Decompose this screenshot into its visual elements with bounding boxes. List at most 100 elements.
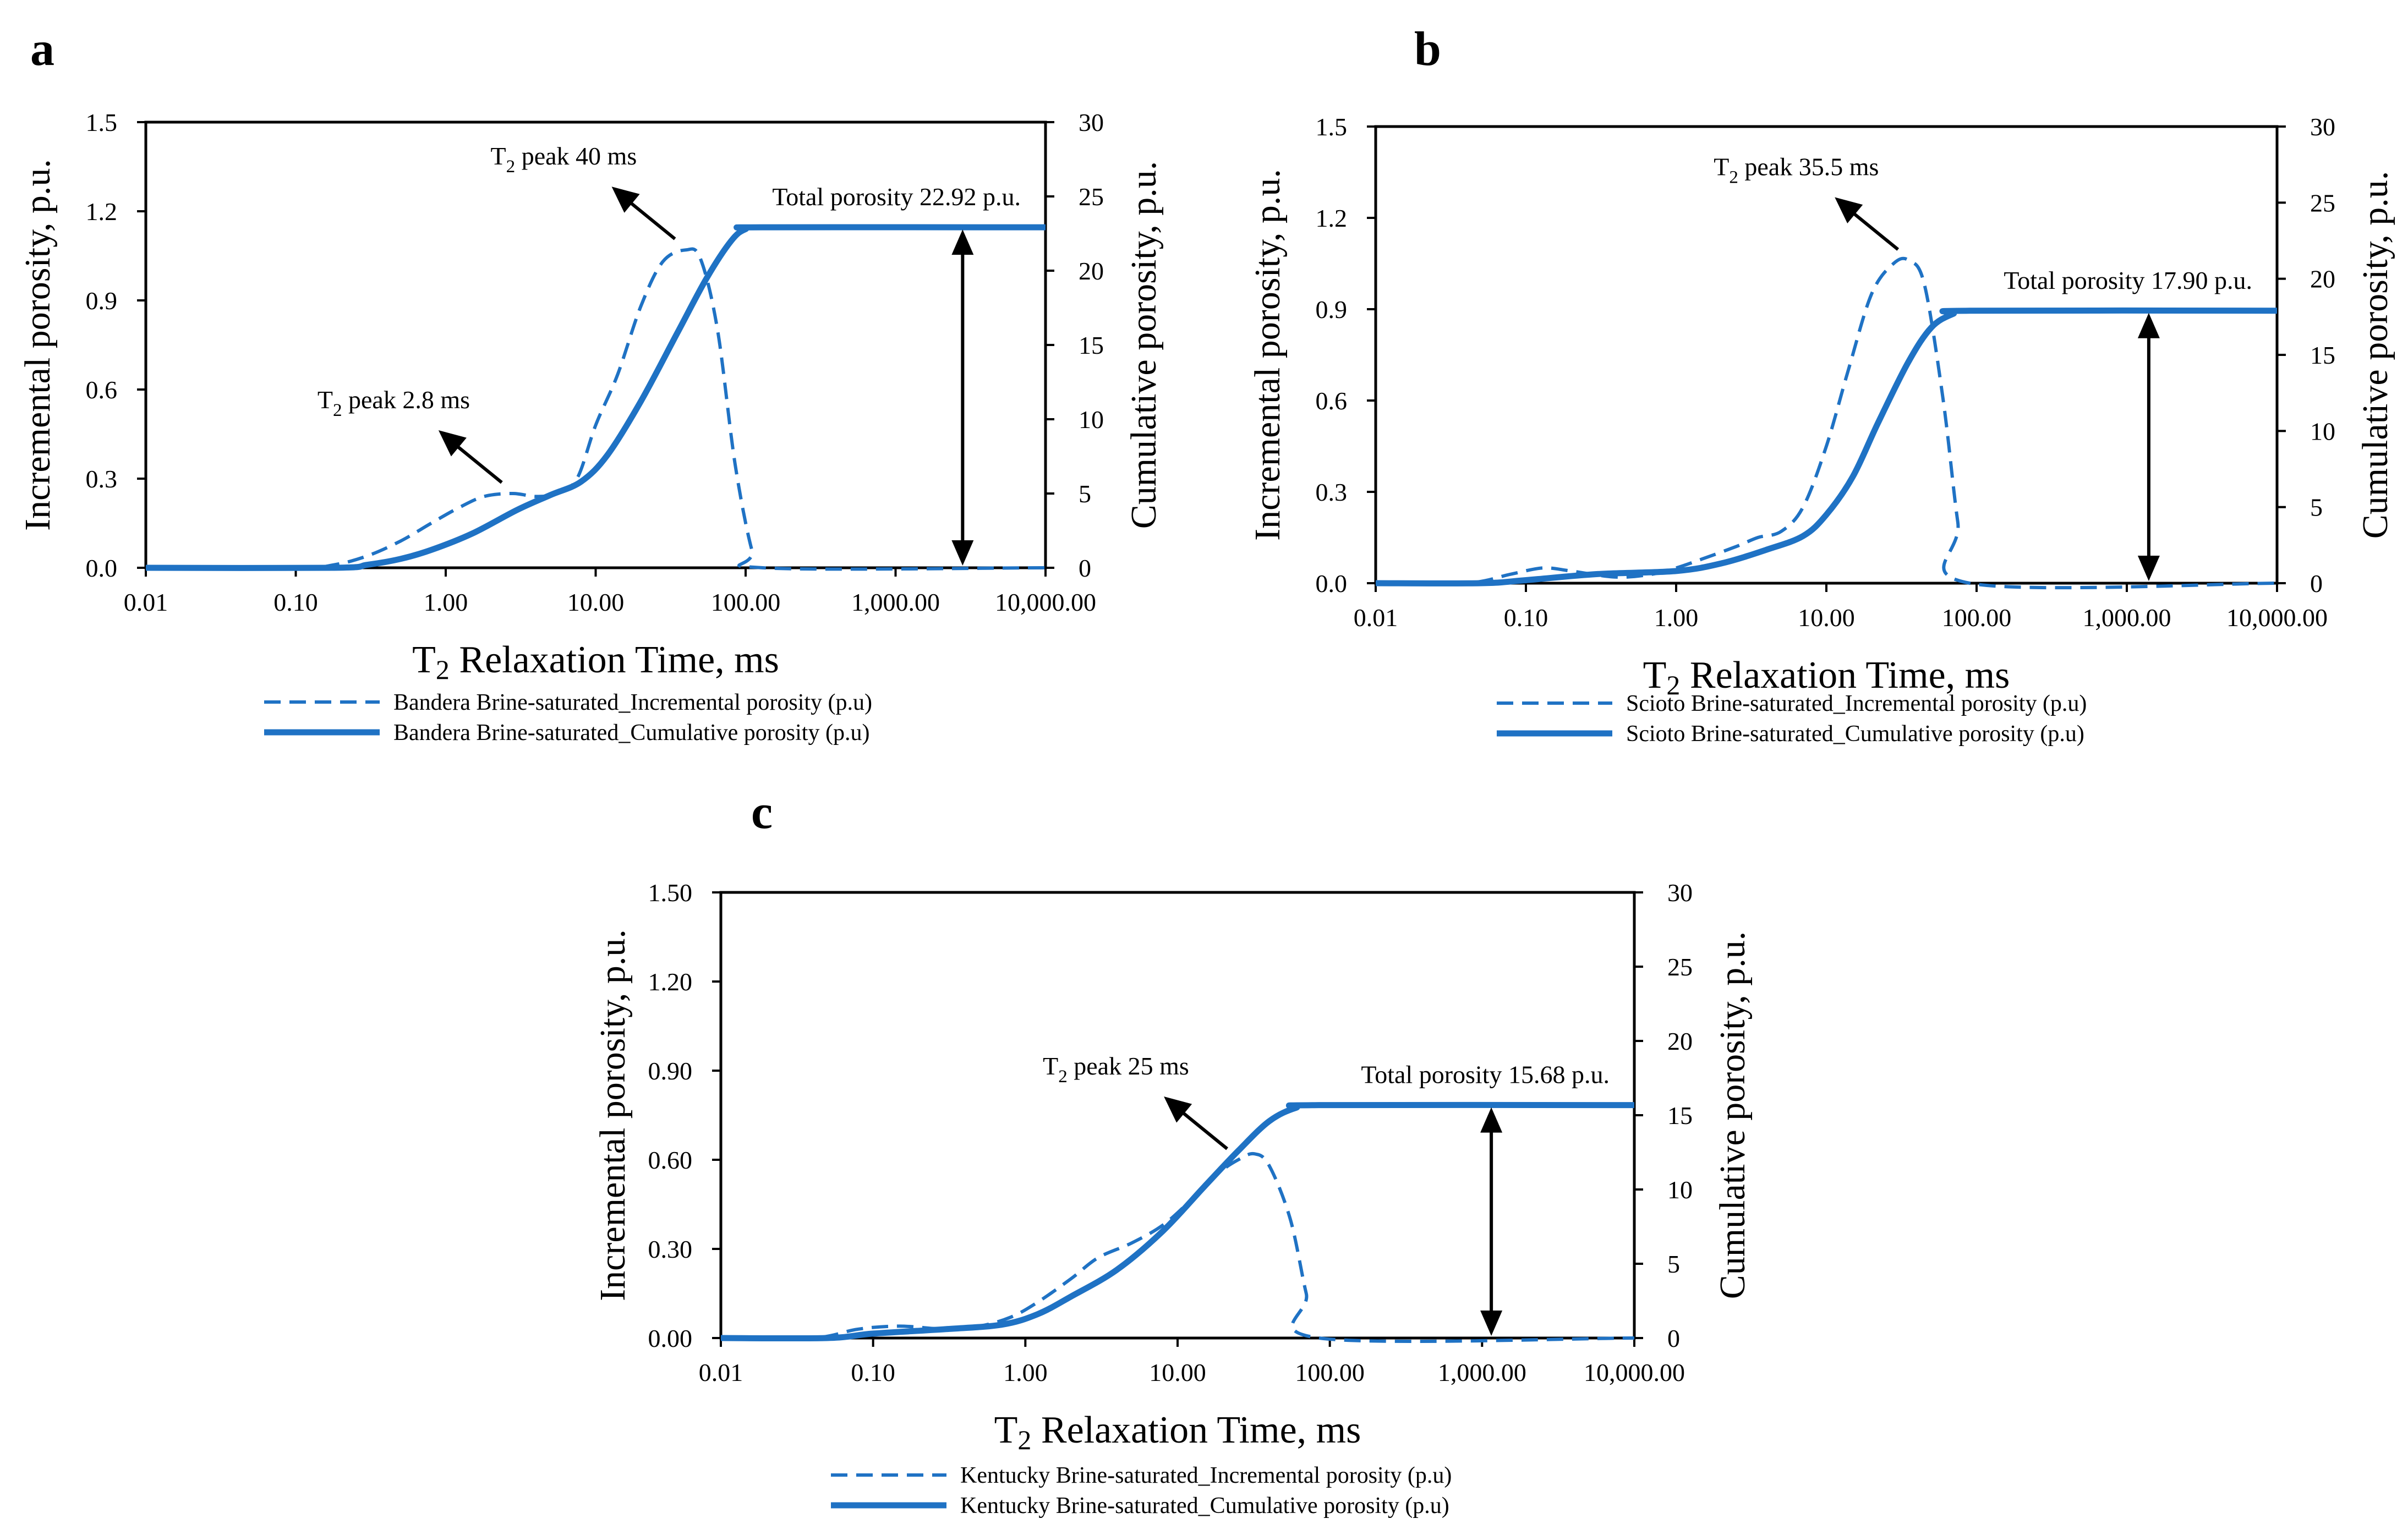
y-left-tick-label: 1.5 xyxy=(1316,113,1348,141)
peak-annotation: T2 peak 40 ms xyxy=(491,142,637,177)
porosity-arrow-head-bottom xyxy=(1480,1311,1503,1336)
peak-annotation: T2 peak 25 ms xyxy=(1043,1052,1189,1087)
x-axis-title-sub: 2 xyxy=(1017,1424,1031,1455)
y-left-tick-label: 0.3 xyxy=(1316,478,1348,506)
y-right-tick-label: 5 xyxy=(1079,480,1091,508)
y-right-tick-label: 15 xyxy=(1079,331,1104,359)
x-tick-label: 1,000.00 xyxy=(1438,1358,1526,1386)
legend-label: Scioto Brine-saturated_Incremental poros… xyxy=(1626,691,2087,716)
y-left-tick-label: 0.9 xyxy=(86,287,118,315)
x-axis-title: T2 Relaxation Time, ms xyxy=(994,1409,1361,1455)
legend-label: Bandera Brine-saturated_Incremental poro… xyxy=(393,690,872,715)
total-porosity-annotation: Total porosity 15.68 p.u. xyxy=(1361,1061,1610,1089)
y-right-tick-label: 0 xyxy=(1079,554,1091,582)
y-right-tick-label: 20 xyxy=(2310,265,2335,293)
y-left-tick-label: 1.50 xyxy=(648,879,693,907)
x-tick-label: 100.00 xyxy=(1295,1358,1365,1386)
y-right-tick-label: 10 xyxy=(2310,417,2335,445)
y-right-axis-title: Cumulative porosity, p.u. xyxy=(2355,171,2395,539)
y-right-tick-label: 0 xyxy=(1667,1324,1680,1352)
y-right-tick-label: 15 xyxy=(2310,341,2335,369)
y-right-tick-label: 30 xyxy=(1079,108,1104,136)
y-right-tick-label: 5 xyxy=(1667,1250,1680,1278)
peak-annotation: T2 peak 2.8 ms xyxy=(318,386,470,420)
y-left-tick-label: 1.20 xyxy=(648,968,693,996)
porosity-arrow-head-bottom xyxy=(2137,556,2160,581)
y-left-tick-label: 0.0 xyxy=(1316,569,1348,597)
series-line-incremental xyxy=(145,247,1046,571)
y-right-tick-label: 25 xyxy=(2310,189,2335,217)
x-tick-label: 10.00 xyxy=(1798,604,1855,632)
panel-label: b xyxy=(1414,23,1441,76)
x-tick-label: 0.01 xyxy=(1354,604,1398,632)
y-left-tick-label: 0.0 xyxy=(86,554,118,582)
x-tick-label: 100.00 xyxy=(711,588,781,616)
y-right-tick-label: 25 xyxy=(1079,183,1104,211)
x-tick-label: 10,000.00 xyxy=(2226,604,2328,632)
chart-panel-c: c0.01 0.10 1.00 10.00 100.00 1,000.00 10,000.0… xyxy=(593,786,1753,1518)
peak-arrow-head xyxy=(1835,197,1863,223)
y-right-tick-label: 25 xyxy=(1667,953,1693,981)
y-right-tick-label: 30 xyxy=(2310,113,2335,141)
y-left-axis-title: Incremental porosity, p.u. xyxy=(593,929,633,1301)
y-right-tick-label: 30 xyxy=(1667,879,1693,907)
peak-annotation-sub: 2 xyxy=(1058,1066,1068,1087)
y-left-tick-label: 0.30 xyxy=(648,1235,693,1263)
chart-panel-b: b0.01 0.10 1.00 10.00 100.00 1,000.00 10,000.0… xyxy=(1247,23,2395,747)
series-line-cumulative xyxy=(145,224,1046,571)
y-left-axis-title: Incremental porosity, p.u. xyxy=(18,159,58,531)
x-tick-label: 1.00 xyxy=(424,588,468,616)
y-right-axis-title: Cumulative porosity, p.u. xyxy=(1712,931,1753,1300)
total-porosity-annotation: Total porosity 22.92 p.u. xyxy=(772,183,1021,211)
x-tick-label: 0.10 xyxy=(1504,604,1548,632)
peak-annotation-main: T xyxy=(491,142,506,170)
total-porosity-annotation: Total porosity 17.90 p.u. xyxy=(2004,266,2252,294)
chart-panel-a: a0.01 0.10 1.00 10.00 100.00 1,000.00 10,000.0… xyxy=(18,23,1164,745)
y-right-tick-label: 15 xyxy=(1667,1101,1693,1130)
y-right-tick-label: 20 xyxy=(1079,257,1104,285)
legend-label: Kentucky Brine-saturated_Cumulative poro… xyxy=(960,1493,1449,1518)
porosity-arrow-head-top xyxy=(2137,313,2160,338)
y-left-tick-label: 0.90 xyxy=(648,1057,693,1085)
x-axis-title-sub: 2 xyxy=(1666,670,1680,700)
x-tick-label: 0.01 xyxy=(699,1358,743,1386)
y-right-tick-label: 20 xyxy=(1667,1027,1693,1055)
x-tick-label: 1,000.00 xyxy=(2083,604,2171,632)
x-tick-label: 1.00 xyxy=(1003,1358,1048,1386)
x-axis-title-rest: Relaxation Time, ms xyxy=(1680,654,2010,697)
peak-annotation: T2 peak 35.5 ms xyxy=(1714,152,1879,187)
peak-annotation-rest: peak 35.5 ms xyxy=(1738,152,1879,180)
x-tick-label: 10,000.00 xyxy=(995,588,1096,616)
x-tick-label: 10,000.00 xyxy=(1584,1358,1685,1386)
x-axis-title-rest: Relaxation Time, ms xyxy=(450,639,779,681)
panel-label: c xyxy=(751,786,773,839)
x-axis-title-rest: Relaxation Time, ms xyxy=(1031,1409,1361,1451)
peak-annotation-main: T xyxy=(318,386,333,414)
peak-annotation-rest: peak 2.8 ms xyxy=(342,386,470,414)
peak-annotation-rest: peak 40 ms xyxy=(515,142,637,170)
peak-arrow-head xyxy=(611,187,640,213)
x-axis-title-main: T xyxy=(1643,654,1667,697)
peak-arrow-head xyxy=(1164,1097,1192,1123)
porosity-arrow-head-top xyxy=(951,229,974,255)
peak-arrow-head xyxy=(438,430,467,457)
series-line-incremental xyxy=(1375,256,2278,590)
x-tick-label: 10.00 xyxy=(567,588,625,616)
panel-label: a xyxy=(30,23,54,76)
y-right-tick-label: 5 xyxy=(2310,494,2323,522)
peak-annotation-sub: 2 xyxy=(506,156,516,177)
x-axis-title-sub: 2 xyxy=(436,654,450,685)
legend-label: Kentucky Brine-saturated_Incremental por… xyxy=(960,1463,1452,1488)
x-tick-label: 100.00 xyxy=(1942,604,2012,632)
x-tick-label: 0.10 xyxy=(273,588,318,616)
y-left-tick-label: 0.6 xyxy=(86,376,118,404)
y-left-tick-label: 1.2 xyxy=(86,198,118,226)
porosity-arrow-head-bottom xyxy=(951,540,974,566)
x-axis-title: T2 Relaxation Time, ms xyxy=(412,639,779,685)
y-right-axis-title: Cumulative porosity, p.u. xyxy=(1124,161,1164,529)
x-axis-title-main: T xyxy=(412,639,436,681)
x-tick-label: 0.10 xyxy=(851,1358,895,1386)
series-line-cumulative xyxy=(720,1101,1635,1342)
series-line-incremental xyxy=(720,1152,1635,1343)
